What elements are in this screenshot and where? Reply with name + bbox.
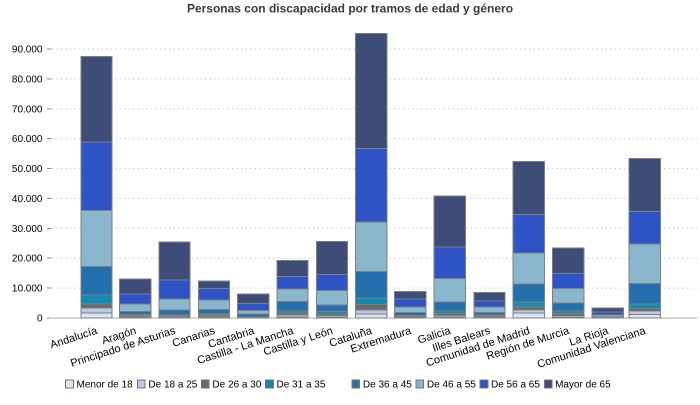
svg-text:De 46 a 55: De 46 a 55 <box>427 379 476 390</box>
svg-text:10.000: 10.000 <box>12 284 43 295</box>
svg-text:De 31 a 35: De 31 a 35 <box>277 379 326 390</box>
svg-text:20.000: 20.000 <box>12 254 43 265</box>
svg-text:40.000: 40.000 <box>12 194 43 205</box>
svg-text:Menor de 18: Menor de 18 <box>77 379 134 390</box>
svg-text:60.000: 60.000 <box>12 134 43 145</box>
svg-text:30.000: 30.000 <box>12 224 43 235</box>
svg-text:De 18 a 25: De 18 a 25 <box>148 379 197 390</box>
svg-text:80.000: 80.000 <box>12 74 43 85</box>
svg-text:50.000: 50.000 <box>12 164 43 175</box>
svg-text:Mayor de 65: Mayor de 65 <box>555 379 611 390</box>
svg-text:70.000: 70.000 <box>12 104 43 115</box>
svg-text:De 36 a 45: De 36 a 45 <box>363 379 412 390</box>
svg-text:0: 0 <box>37 314 43 325</box>
svg-text:Personas con discapacidad por: Personas con discapacidad por tramos de … <box>187 2 513 16</box>
svg-text:De 26 a 30: De 26 a 30 <box>212 379 261 390</box>
svg-text:De 56 a 65: De 56 a 65 <box>491 379 540 390</box>
svg-text:90.000: 90.000 <box>12 45 43 56</box>
